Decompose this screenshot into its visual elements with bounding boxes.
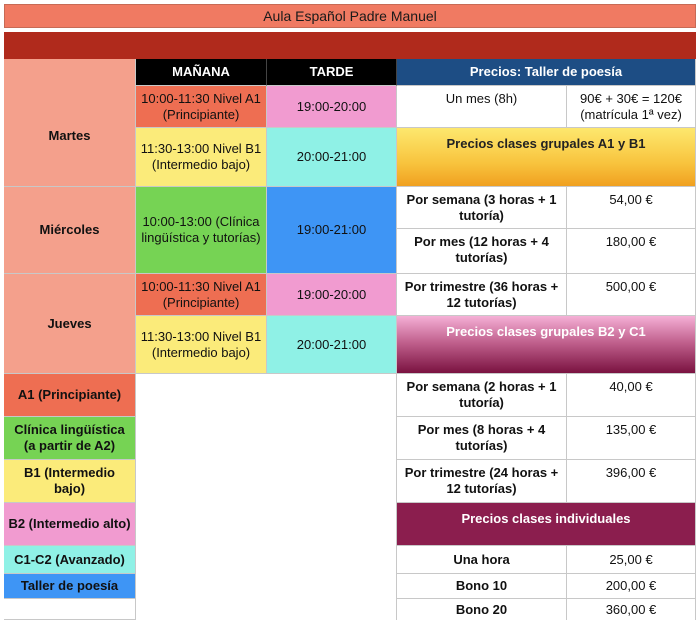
- thursday-morning-b1: 11:30-13:00 Nivel B1 (Intermedio bajo): [136, 316, 267, 374]
- wednesday-morning-clinic: 10:00-13:00 (Clínica lingüística y tutor…: [136, 187, 267, 274]
- tuesday-morning-b1: 11:30-13:00 Nivel B1 (Intermedio bajo): [136, 128, 267, 187]
- thursday-afternoon-b2: 19:00-20:00: [267, 274, 397, 316]
- individual-bono20-price: 360,00 €: [567, 599, 696, 620]
- poetry-price-label: Un mes (8h): [397, 86, 567, 128]
- legend-a1: A1 (Principiante): [4, 374, 136, 417]
- legend-empty: [4, 599, 136, 620]
- tuesday-morning-a1: 10:00-11:30 Nivel A1 (Principiante): [136, 86, 267, 128]
- wednesday-afternoon-poetry: 19:00-21:00: [267, 187, 397, 274]
- header-morning: MAÑANA: [136, 59, 267, 86]
- group-a1-b1-quarter-label: Por trimestre (36 horas + 12 tutorías): [397, 274, 567, 316]
- group-a1-b1-month-label: Por mes (12 horas + 4 tutorías): [397, 229, 567, 274]
- header-afternoon: TARDE: [267, 59, 397, 86]
- group-b2-c1-month-label: Por mes (8 horas + 4 tutorías): [397, 417, 567, 460]
- day-wednesday: Miércoles: [4, 187, 136, 274]
- group-b2-c1-quarter-label: Por trimestre (24 horas + 12 tutorías): [397, 460, 567, 503]
- legend-c1c2: C1-C2 (Avanzado): [4, 546, 136, 574]
- page-title: Aula Español Padre Manuel: [4, 4, 696, 28]
- group-a1-b1-header: Precios clases grupales A1 y B1: [397, 128, 696, 187]
- individual-hour-price: 25,00 €: [567, 546, 696, 574]
- empty-area: [136, 374, 397, 620]
- thursday-afternoon-c1c2: 20:00-21:00: [267, 316, 397, 374]
- legend-clinic: Clínica lingüística (a partir de A2): [4, 417, 136, 460]
- header-poetry-prices: Precios: Taller de poesía: [397, 59, 696, 86]
- legend-b1: B1 (Intermedio bajo): [4, 460, 136, 503]
- individual-bono10-price: 200,00 €: [567, 574, 696, 599]
- day-tuesday: Martes: [4, 59, 136, 187]
- individual-hour-label: Una hora: [397, 546, 567, 574]
- individual-header: Precios clases individuales: [397, 503, 696, 546]
- group-a1-b1-week-price: 54,00 €: [567, 187, 696, 229]
- group-b2-c1-week-price: 40,00 €: [567, 374, 696, 417]
- group-b2-c1-quarter-price: 396,00 €: [567, 460, 696, 503]
- header-bar: [4, 32, 696, 59]
- individual-bono10-label: Bono 10: [397, 574, 567, 599]
- legend-poetry: Taller de poesía: [4, 574, 136, 599]
- group-b2-c1-header: Precios clases grupales B2 y C1: [397, 316, 696, 374]
- group-b2-c1-week-label: Por semana (2 horas + 1 tutoría): [397, 374, 567, 417]
- poetry-price-value: 90€ + 30€ = 120€ (matrícula 1ª vez): [567, 86, 696, 128]
- tuesday-afternoon-b2: 19:00-20:00: [267, 86, 397, 128]
- group-a1-b1-quarter-price: 500,00 €: [567, 274, 696, 316]
- tuesday-afternoon-c1c2: 20:00-21:00: [267, 128, 397, 187]
- individual-bono20-label: Bono 20: [397, 599, 567, 620]
- group-a1-b1-month-price: 180,00 €: [567, 229, 696, 274]
- legend-b2: B2 (Intermedio alto): [4, 503, 136, 546]
- group-a1-b1-week-label: Por semana (3 horas + 1 tutoría): [397, 187, 567, 229]
- thursday-morning-a1: 10:00-11:30 Nivel A1 (Principiante): [136, 274, 267, 316]
- day-thursday: Jueves: [4, 274, 136, 374]
- group-b2-c1-month-price: 135,00 €: [567, 417, 696, 460]
